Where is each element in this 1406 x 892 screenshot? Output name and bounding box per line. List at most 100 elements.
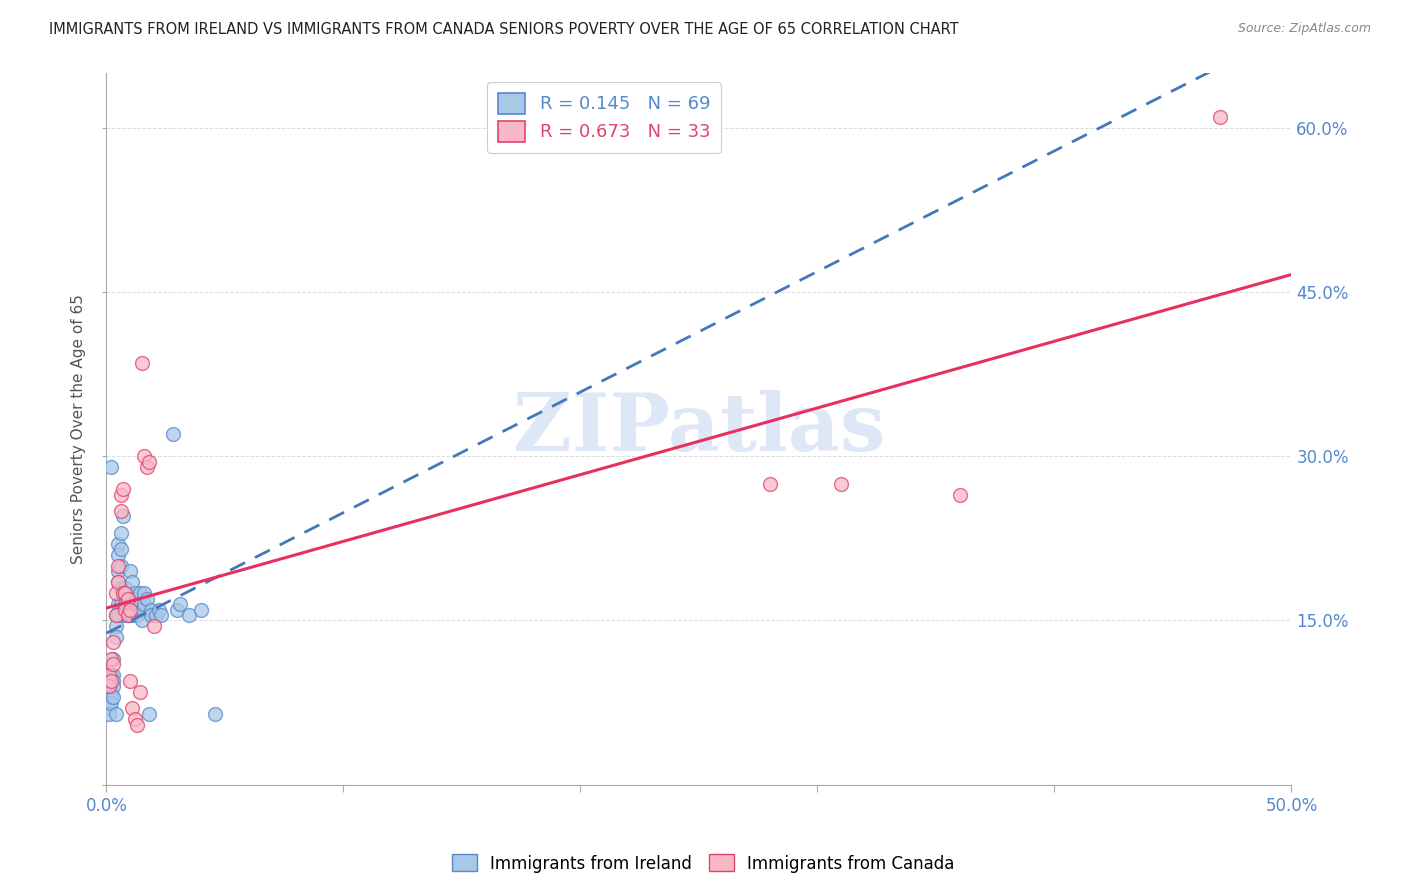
- Point: [148, 602, 170, 616]
- Point: [121, 701, 143, 715]
- Point: [100, 690, 122, 705]
- Point: [135, 460, 157, 475]
- Point: [127, 607, 149, 622]
- Point: [121, 591, 143, 606]
- Point: [128, 586, 150, 600]
- Point: [97, 668, 120, 682]
- Point: [120, 564, 142, 578]
- Point: [111, 482, 134, 496]
- Point: [204, 706, 226, 721]
- Point: [97, 696, 120, 710]
- Point: [120, 602, 142, 616]
- Point: [104, 607, 127, 622]
- Point: [134, 449, 156, 463]
- Point: [107, 575, 129, 590]
- Point: [127, 597, 149, 611]
- Point: [830, 476, 852, 491]
- Point: [114, 602, 136, 616]
- Point: [110, 558, 132, 573]
- Point: [100, 460, 122, 475]
- Point: [134, 586, 156, 600]
- Point: [138, 455, 160, 469]
- Text: IMMIGRANTS FROM IRELAND VS IMMIGRANTS FROM CANADA SENIORS POVERTY OVER THE AGE O: IMMIGRANTS FROM IRELAND VS IMMIGRANTS FR…: [49, 22, 959, 37]
- Point: [117, 607, 139, 622]
- Point: [100, 652, 122, 666]
- Point: [117, 591, 139, 606]
- Point: [120, 597, 142, 611]
- Point: [110, 542, 132, 557]
- Point: [110, 504, 132, 518]
- Point: [97, 668, 120, 682]
- Point: [110, 597, 132, 611]
- Point: [107, 575, 129, 590]
- Point: [134, 597, 156, 611]
- Point: [128, 597, 150, 611]
- Point: [107, 597, 129, 611]
- Point: [100, 668, 122, 682]
- Point: [128, 684, 150, 698]
- Point: [145, 607, 167, 622]
- Point: [121, 575, 143, 590]
- Point: [104, 619, 127, 633]
- Point: [142, 619, 165, 633]
- Point: [135, 591, 157, 606]
- Legend: Immigrants from Ireland, Immigrants from Canada: Immigrants from Ireland, Immigrants from…: [446, 847, 960, 880]
- Point: [97, 679, 120, 693]
- Legend: R = 0.145   N = 69, R = 0.673   N = 33: R = 0.145 N = 69, R = 0.673 N = 33: [488, 82, 721, 153]
- Point: [111, 586, 134, 600]
- Point: [114, 586, 136, 600]
- Point: [131, 356, 153, 370]
- Point: [120, 673, 142, 688]
- Point: [1209, 110, 1232, 124]
- Point: [103, 668, 125, 682]
- Y-axis label: Seniors Poverty Over the Age of 65: Seniors Poverty Over the Age of 65: [72, 294, 86, 564]
- Point: [100, 673, 122, 688]
- Point: [949, 487, 972, 501]
- Point: [97, 690, 120, 705]
- Point: [103, 679, 125, 693]
- Point: [114, 597, 136, 611]
- Point: [103, 673, 125, 688]
- Text: ZIPatlas: ZIPatlas: [513, 390, 884, 468]
- Point: [103, 652, 125, 666]
- Point: [162, 427, 184, 442]
- Point: [107, 548, 129, 562]
- Point: [104, 630, 127, 644]
- Point: [131, 602, 153, 616]
- Point: [131, 614, 153, 628]
- Point: [149, 607, 172, 622]
- Point: [127, 717, 149, 731]
- Point: [169, 597, 191, 611]
- Point: [120, 607, 142, 622]
- Point: [117, 591, 139, 606]
- Point: [100, 684, 122, 698]
- Text: Source: ZipAtlas.com: Source: ZipAtlas.com: [1237, 22, 1371, 36]
- Point: [107, 537, 129, 551]
- Point: [103, 635, 125, 649]
- Point: [104, 586, 127, 600]
- Point: [111, 509, 134, 524]
- Point: [110, 525, 132, 540]
- Point: [104, 706, 127, 721]
- Point: [111, 602, 134, 616]
- Point: [117, 607, 139, 622]
- Point: [121, 607, 143, 622]
- Point: [759, 476, 782, 491]
- Point: [107, 564, 129, 578]
- Point: [100, 696, 122, 710]
- Point: [190, 602, 212, 616]
- Point: [100, 673, 122, 688]
- Point: [114, 581, 136, 595]
- Point: [110, 581, 132, 595]
- Point: [179, 607, 201, 622]
- Point: [107, 558, 129, 573]
- Point: [141, 602, 163, 616]
- Point: [141, 607, 163, 622]
- Point: [124, 597, 146, 611]
- Point: [103, 690, 125, 705]
- Point: [166, 602, 188, 616]
- Point: [97, 701, 120, 715]
- Point: [107, 607, 129, 622]
- Point: [138, 706, 160, 721]
- Point: [97, 684, 120, 698]
